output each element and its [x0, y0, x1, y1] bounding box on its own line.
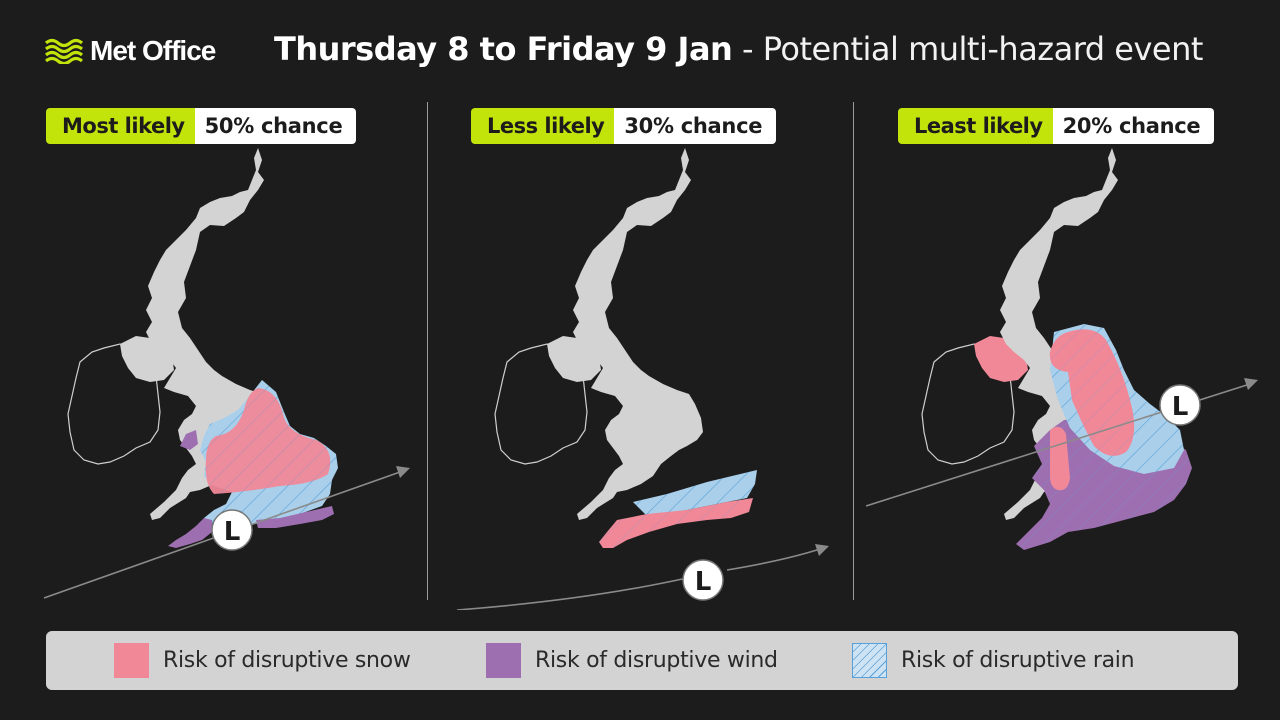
ireland-outline [921, 343, 1015, 465]
title-description: - Potential multi-hazard event [732, 30, 1203, 68]
storm-track [456, 577, 688, 610]
legend-item-wind: Risk of disruptive wind [486, 643, 778, 678]
uk-hazard-map: L [43, 100, 410, 599]
map-legend: Risk of disruptive snow Risk of disrupti… [46, 631, 1238, 690]
ireland-outline [494, 343, 588, 465]
likelihood-label: Most likely [46, 108, 195, 144]
low-pressure-marker: L [211, 509, 253, 551]
likelihood-label: Less likely [471, 108, 615, 144]
low-pressure-marker: L [682, 559, 724, 601]
legend-label: Risk of disruptive rain [901, 648, 1135, 673]
chance-label: 50% chance [194, 108, 357, 144]
wind-zone [256, 506, 334, 528]
logo-text: Met Office [90, 35, 216, 66]
likelihood-badge: Least likely 20% chance [898, 108, 1215, 144]
low-pressure-marker: L [1159, 384, 1201, 426]
likelihood-badge: Most likely 50% chance [46, 108, 357, 144]
uk-hazard-map: L [456, 100, 829, 610]
legend-label: Risk of disruptive wind [535, 648, 778, 673]
track-arrow-head [1244, 378, 1258, 390]
svg-text:L: L [224, 517, 241, 547]
track-arrow-head [396, 466, 410, 478]
panel-divider [427, 102, 428, 600]
panel-divider [853, 102, 854, 600]
snow-swatch-icon [114, 643, 149, 678]
met-office-logo: Met Office [44, 34, 216, 68]
legend-item-snow: Risk of disruptive snow [114, 643, 411, 678]
rain-swatch-icon [852, 643, 887, 678]
header: Met Office Thursday 8 to Friday 9 Jan - … [0, 0, 1280, 100]
title-dates: Thursday 8 to Friday 9 Jan [274, 30, 733, 68]
svg-text:L: L [1172, 392, 1189, 422]
page-title: Thursday 8 to Friday 9 Jan - Potential m… [274, 30, 1203, 68]
svg-text:L: L [695, 567, 712, 597]
track-arrow-head [815, 544, 829, 556]
chance-label: 20% chance [1052, 108, 1215, 144]
wind-zone [168, 518, 212, 548]
met-office-waves-icon [44, 38, 84, 64]
wind-swatch-icon [486, 643, 521, 678]
uk-hazard-map: L [865, 100, 1258, 550]
likelihood-badge: Less likely 30% chance [471, 108, 777, 144]
scenario-panel-less-likely: Less likely 30% chance L [427, 100, 853, 610]
likelihood-label: Least likely [898, 108, 1053, 144]
scenario-panel-least-likely: Least likely 20% chance L [854, 100, 1280, 610]
chance-label: 30% chance [614, 108, 777, 144]
legend-item-rain: Risk of disruptive rain [852, 643, 1135, 678]
ireland-outline [67, 343, 161, 465]
wind-zone [180, 430, 198, 450]
legend-label: Risk of disruptive snow [163, 648, 411, 673]
scenario-panel-most-likely: Most likely 50% chance L [0, 100, 426, 610]
